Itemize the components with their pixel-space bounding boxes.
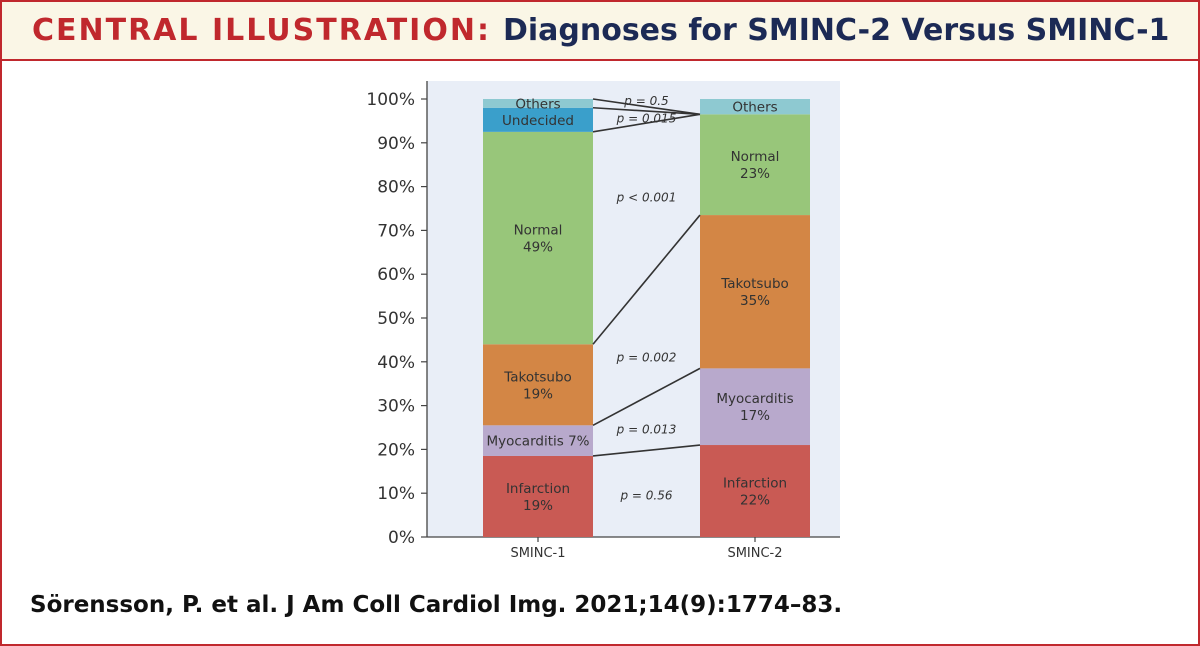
p-value-label: p < 0.001	[616, 191, 677, 205]
data-label: 17%	[740, 408, 770, 424]
connector-line	[592, 113, 701, 133]
y-tick-label: 30%	[377, 397, 415, 417]
data-label: Others	[515, 96, 560, 112]
illustration-title: Diagnoses for SMINC-2 Versus SMINC-1	[502, 13, 1170, 48]
bar-segment-undecided	[483, 107, 593, 132]
y-tick-label: 80%	[377, 178, 415, 198]
y-tick-label: 0%	[388, 528, 415, 548]
data-label: Undecided	[502, 113, 574, 129]
x-tick-label: SMINC-2	[727, 546, 782, 561]
data-label: 35%	[740, 293, 770, 309]
connector-line	[592, 444, 701, 457]
bar-segment-myocarditis	[483, 425, 593, 456]
data-label: 19%	[523, 386, 553, 402]
data-label: 19%	[523, 498, 553, 514]
y-tick-label: 100%	[366, 90, 415, 110]
citation: Sörensson, P. et al. J Am Coll Cardiol I…	[30, 592, 843, 618]
bar-segment-others	[700, 99, 810, 115]
bar-segment-others	[483, 99, 593, 108]
data-label: Myocarditis 7%	[486, 434, 589, 450]
connector-line	[592, 214, 701, 345]
data-label: Others	[732, 100, 777, 116]
bar-segment-myocarditis	[700, 368, 810, 446]
y-tick-label: 90%	[377, 134, 415, 154]
data-label: 23%	[740, 166, 770, 182]
connector-line	[592, 367, 701, 427]
y-tick-label: 70%	[377, 221, 415, 241]
header-line: CENTRAL ILLUSTRATION: Diagnoses for SMINC…	[32, 11, 1169, 51]
connector-line	[592, 98, 701, 116]
p-value-label: p = 0.002	[616, 350, 677, 364]
y-tick-label: 20%	[377, 440, 415, 460]
data-label: Infarction	[506, 481, 570, 497]
data-label: Normal	[514, 223, 563, 239]
connector-line	[592, 106, 701, 116]
p-value-label: p = 0.015	[616, 112, 677, 126]
data-label: Takotsubo	[503, 369, 572, 385]
x-tick-label: SMINC-1	[510, 546, 565, 561]
y-tick-label: 60%	[377, 265, 415, 285]
data-label: 22%	[740, 493, 770, 509]
central-illustration-label: CENTRAL ILLUSTRATION:	[32, 13, 491, 48]
bar-segment-takotsubo	[483, 344, 593, 426]
data-label: Normal	[731, 149, 780, 165]
bar-segment-normal	[700, 114, 810, 216]
data-label: Takotsubo	[720, 276, 789, 292]
p-value-label: p = 0.5	[623, 94, 668, 108]
p-value-label: p = 0.56	[619, 488, 672, 502]
bar-segment-takotsubo	[700, 215, 810, 369]
data-label: 49%	[523, 240, 553, 256]
y-tick-label: 10%	[377, 484, 415, 504]
data-label: Infarction	[723, 476, 787, 492]
bar-segment-infarction	[700, 445, 810, 537]
header-banner: CENTRAL ILLUSTRATION: Diagnoses for SMINC…	[2, 2, 1198, 61]
stacked-bar-chart: 0% 10% 20% 30% 40% 50% 60% 70% 80% 90% 100% SMINC-1…	[366, 81, 840, 561]
bar-segment-normal	[483, 131, 593, 345]
bar-segment-infarction	[483, 455, 593, 537]
y-tick-label: 40%	[377, 353, 415, 373]
p-value-label: p = 0.013	[616, 423, 677, 437]
y-tick-label: 50%	[377, 309, 415, 329]
data-label: Myocarditis	[716, 391, 793, 407]
